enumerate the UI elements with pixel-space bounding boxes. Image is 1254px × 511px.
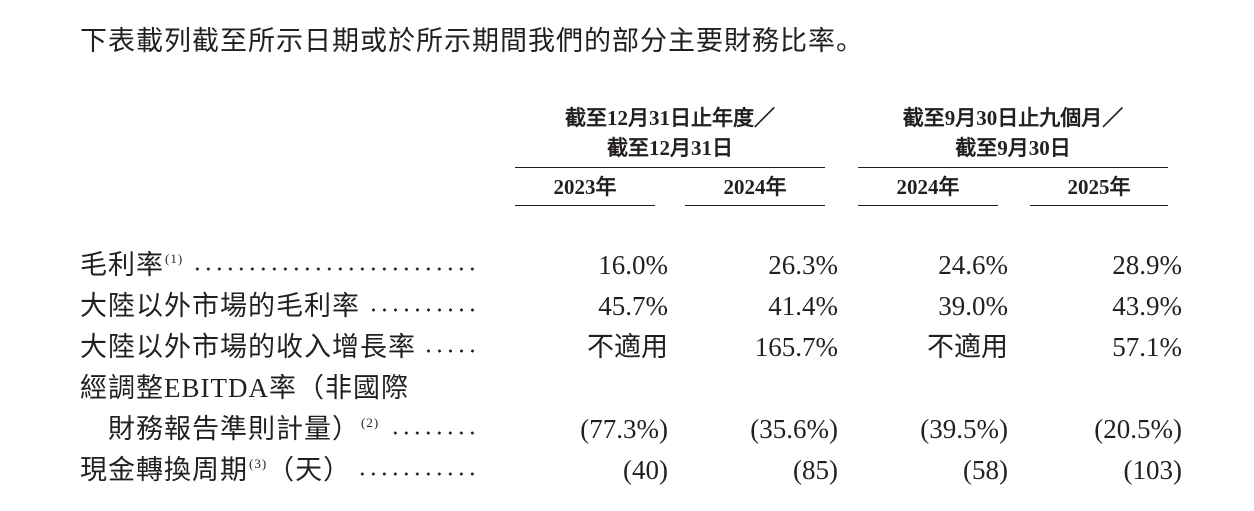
leader-dots xyxy=(368,308,478,312)
label-text: 現金轉換周期 xyxy=(80,455,248,485)
year-header: 2024年 xyxy=(896,175,960,199)
year-header: 2025年 xyxy=(1067,175,1131,199)
footnote-marker: (3) xyxy=(249,456,268,471)
leader-dots xyxy=(387,431,478,435)
cell-value: (20.5%) xyxy=(1094,414,1182,444)
cell-value: 26.3% xyxy=(768,250,838,280)
row-label: 財務報告準則計量） (2) xyxy=(108,416,379,443)
cell-value: 45.7% xyxy=(598,291,668,321)
label-suffix: （天） xyxy=(267,455,352,485)
row-label: 大陸以外市場的毛利率 xyxy=(80,293,360,320)
cell-value: (85) xyxy=(793,455,838,485)
cell-value: (58) xyxy=(963,455,1008,485)
label-text: 大陸以外市場的收入增長率 xyxy=(80,332,416,362)
cell-value: 41.4% xyxy=(768,291,838,321)
cell-value: 43.9% xyxy=(1112,291,1182,321)
group-rule xyxy=(858,167,1168,168)
leader-dots xyxy=(191,267,478,271)
cell-value: 24.6% xyxy=(938,250,1008,280)
cell-value: 不適用 xyxy=(927,332,1008,362)
footnote-marker: (1) xyxy=(165,251,184,266)
row-label: 毛利率 (1) xyxy=(80,252,183,279)
row-label: 現金轉換周期 (3) （天） xyxy=(80,457,351,484)
leader-dots xyxy=(424,349,478,353)
leader-dots xyxy=(359,472,478,476)
cell-value: 39.0% xyxy=(938,291,1008,321)
group-header: 截至9月30日止九個月／ xyxy=(902,106,1124,130)
footnote-marker: (2) xyxy=(361,415,380,430)
label-text: 大陸以外市場的毛利率 xyxy=(80,291,360,321)
group-header: 截至12月31日 xyxy=(607,136,733,160)
year-rule xyxy=(515,205,655,206)
year-rule xyxy=(685,205,825,206)
cell-value: 28.9% xyxy=(1112,250,1182,280)
label-text: 毛利率 xyxy=(80,250,164,280)
intro-text: 下表載列截至所示日期或於所示期間我們的部分主要財務比率。 xyxy=(80,26,864,56)
label-text: 經調整EBITDA率（非國際 xyxy=(80,373,409,403)
year-header: 2024年 xyxy=(723,175,787,199)
year-rule xyxy=(1030,205,1168,206)
cell-value: 57.1% xyxy=(1112,332,1182,362)
row-label: 經調整EBITDA率（非國際 xyxy=(80,375,409,402)
cell-value: (103) xyxy=(1123,455,1182,485)
row-label: 大陸以外市場的收入增長率 xyxy=(80,334,416,361)
cell-value: 不適用 xyxy=(587,332,668,362)
group-header: 截至12月31日止年度／ xyxy=(565,106,775,130)
cell-value: 165.7% xyxy=(754,332,838,362)
group-header: 截至9月30日 xyxy=(955,136,1071,160)
cell-value: (77.3%) xyxy=(580,414,668,444)
year-header: 2023年 xyxy=(553,175,617,199)
year-rule xyxy=(858,205,998,206)
cell-value: (35.6%) xyxy=(750,414,838,444)
cell-value: (40) xyxy=(623,455,668,485)
label-text: 財務報告準則計量） xyxy=(108,414,360,444)
cell-value: (39.5%) xyxy=(920,414,1008,444)
cell-value: 16.0% xyxy=(598,250,668,280)
group-rule xyxy=(515,167,825,168)
